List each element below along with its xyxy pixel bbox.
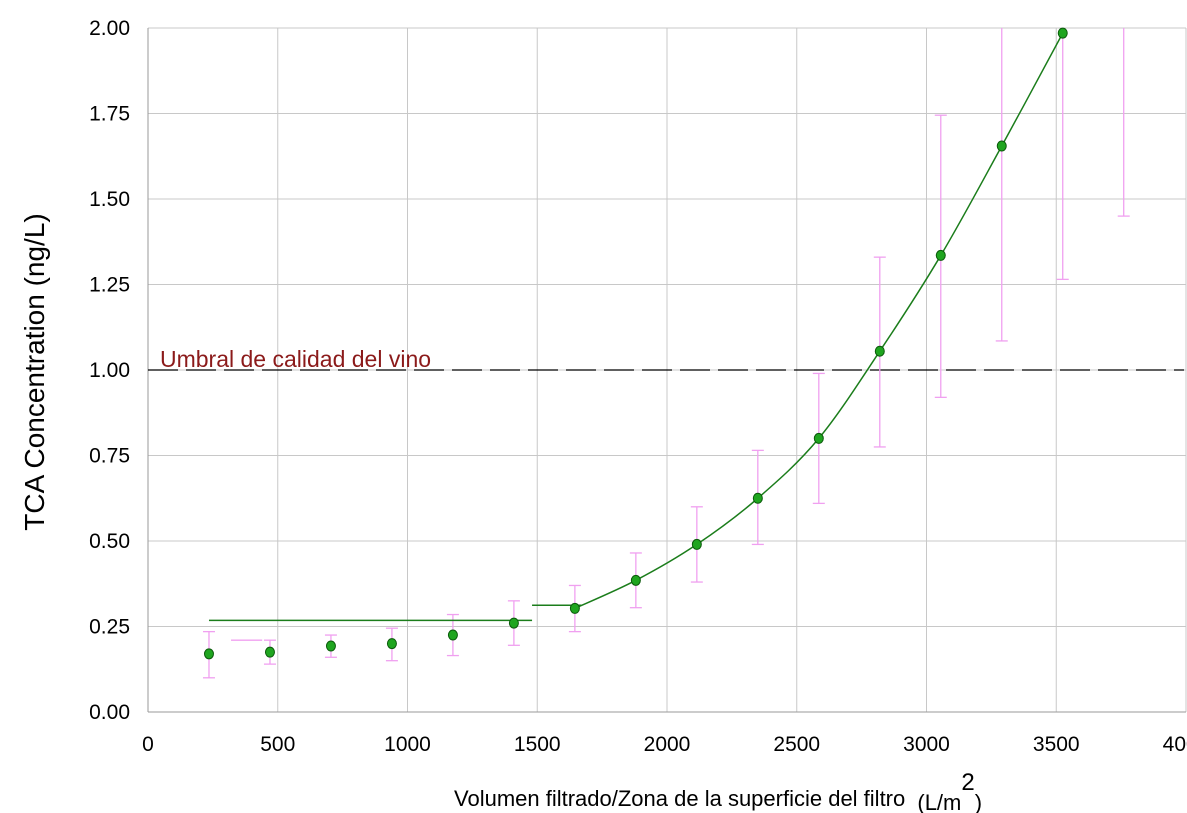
x-tick-label: 4000 [1163, 733, 1187, 756]
data-point [508, 617, 519, 629]
fit-lines [208, 32, 1064, 622]
data-point [1057, 27, 1068, 39]
x-tick-labels: 0 500 1000 1500 2000 2500 3000 3500 4000 [142, 733, 1187, 756]
y-tick-label: 1.50 [89, 188, 130, 211]
y-tick-label: 1.00 [89, 359, 130, 382]
threshold-line-group: Umbral de calidad del vino [148, 346, 1184, 372]
x-tick-label: 0 [142, 733, 154, 756]
data-point [996, 140, 1007, 152]
y-tick-label: 0.25 [89, 616, 130, 639]
threshold-label: Umbral de calidad del vino [160, 346, 431, 372]
data-point [386, 638, 397, 650]
y-tick-label: 1.75 [89, 103, 130, 126]
x-tick-label: 500 [260, 733, 295, 756]
x-tick-label: 1500 [514, 733, 561, 756]
x-tick-label: 2000 [644, 733, 691, 756]
x-axis-label-main: Volumen filtrado/Zona de la superficie d… [454, 786, 905, 811]
error-bar [995, 28, 1008, 342]
data-point [630, 574, 641, 586]
data-point [752, 492, 763, 504]
x-axis-label: Volumen filtrado/Zona de la superficie d… [454, 769, 982, 813]
x-tick-label: 3500 [1033, 733, 1080, 756]
data-point [325, 640, 336, 652]
error-bar [1056, 28, 1069, 281]
y-axis-label: TCA Concentration (ng/L) [19, 213, 50, 531]
data-point [935, 249, 946, 261]
data-point [874, 345, 885, 357]
y-tick-label: 0.50 [89, 530, 130, 553]
data-point [447, 629, 458, 641]
data-point [203, 648, 214, 660]
data-point [813, 432, 824, 444]
data-points [203, 27, 1068, 660]
y-tick-label: 0.75 [89, 445, 130, 468]
error-bar [1117, 28, 1130, 217]
x-tick-label: 1000 [384, 733, 431, 756]
y-tick-label: 2.00 [89, 17, 130, 40]
x-tick-label: 2500 [773, 733, 820, 756]
y-tick-label: 1.25 [89, 274, 130, 297]
data-point [264, 646, 275, 658]
x-tick-label: 3000 [903, 733, 950, 756]
data-point [691, 538, 702, 550]
y-tick-label: 0.00 [89, 701, 130, 724]
x-axis-label-unit: (L/m [917, 790, 961, 813]
x-axis-label-unit-exp: 2 [961, 769, 974, 796]
x-axis-label-unit-close: ) [975, 790, 982, 813]
y-tick-labels: 0.00 0.25 0.50 0.75 1.00 1.25 1.50 1.75 2.00 [89, 17, 130, 724]
fit-curve [574, 32, 1064, 610]
data-point [569, 602, 580, 614]
